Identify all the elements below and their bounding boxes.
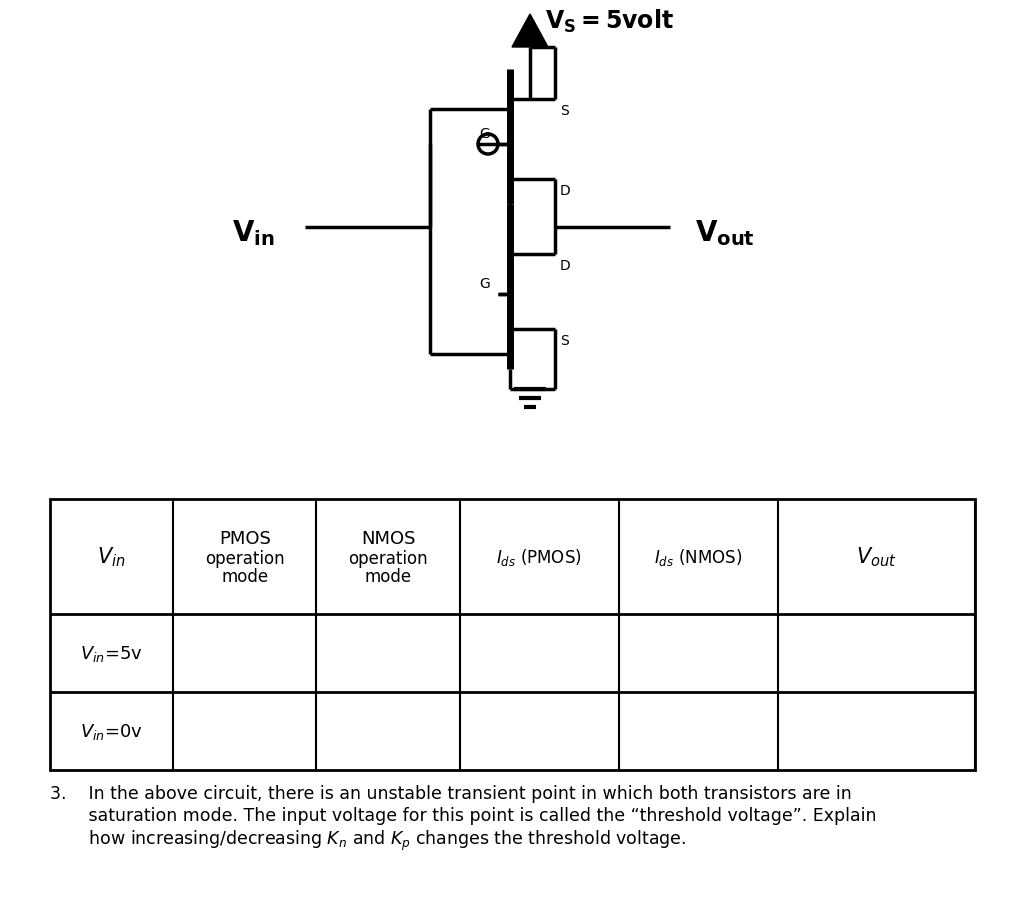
Text: S: S (560, 104, 568, 118)
Text: mode: mode (365, 568, 412, 586)
Text: D: D (560, 259, 570, 272)
Text: saturation mode. The input voltage for this point is called the “threshold volta: saturation mode. The input voltage for t… (50, 806, 877, 824)
Text: PMOS: PMOS (219, 529, 270, 548)
Text: how increasing/decreasing $K_n$ and $K_p$ changes the threshold voltage.: how increasing/decreasing $K_n$ and $K_p… (50, 828, 686, 852)
Text: $\mathbf{V_{out}}$: $\mathbf{V_{out}}$ (695, 218, 755, 248)
Text: S: S (560, 334, 568, 347)
Text: $I_{ds}$ (NMOS): $I_{ds}$ (NMOS) (654, 547, 742, 567)
Text: $V_{in}$: $V_{in}$ (97, 545, 126, 568)
Text: 3.    In the above circuit, there is an unstable transient point in which both t: 3. In the above circuit, there is an uns… (50, 784, 852, 802)
Text: mode: mode (221, 568, 268, 586)
Text: D: D (560, 184, 570, 198)
Polygon shape (512, 15, 548, 48)
Text: operation: operation (348, 550, 428, 568)
Text: G: G (479, 127, 490, 141)
Text: G: G (479, 277, 490, 290)
Text: NMOS: NMOS (360, 529, 416, 548)
Text: operation: operation (205, 550, 285, 568)
Text: $V_{out}$: $V_{out}$ (856, 545, 897, 568)
Text: $\mathbf{V_S}$$\mathbf{=5volt}$: $\mathbf{V_S}$$\mathbf{=5volt}$ (545, 8, 674, 35)
Text: $\mathbf{V_{in}}$: $\mathbf{V_{in}}$ (232, 218, 275, 248)
Text: $V_{in}$=5v: $V_{in}$=5v (80, 643, 143, 663)
Text: $V_{in}$=0v: $V_{in}$=0v (80, 722, 143, 741)
Bar (50, 500, 975, 770)
Text: $I_{ds}$ (PMOS): $I_{ds}$ (PMOS) (497, 547, 583, 567)
